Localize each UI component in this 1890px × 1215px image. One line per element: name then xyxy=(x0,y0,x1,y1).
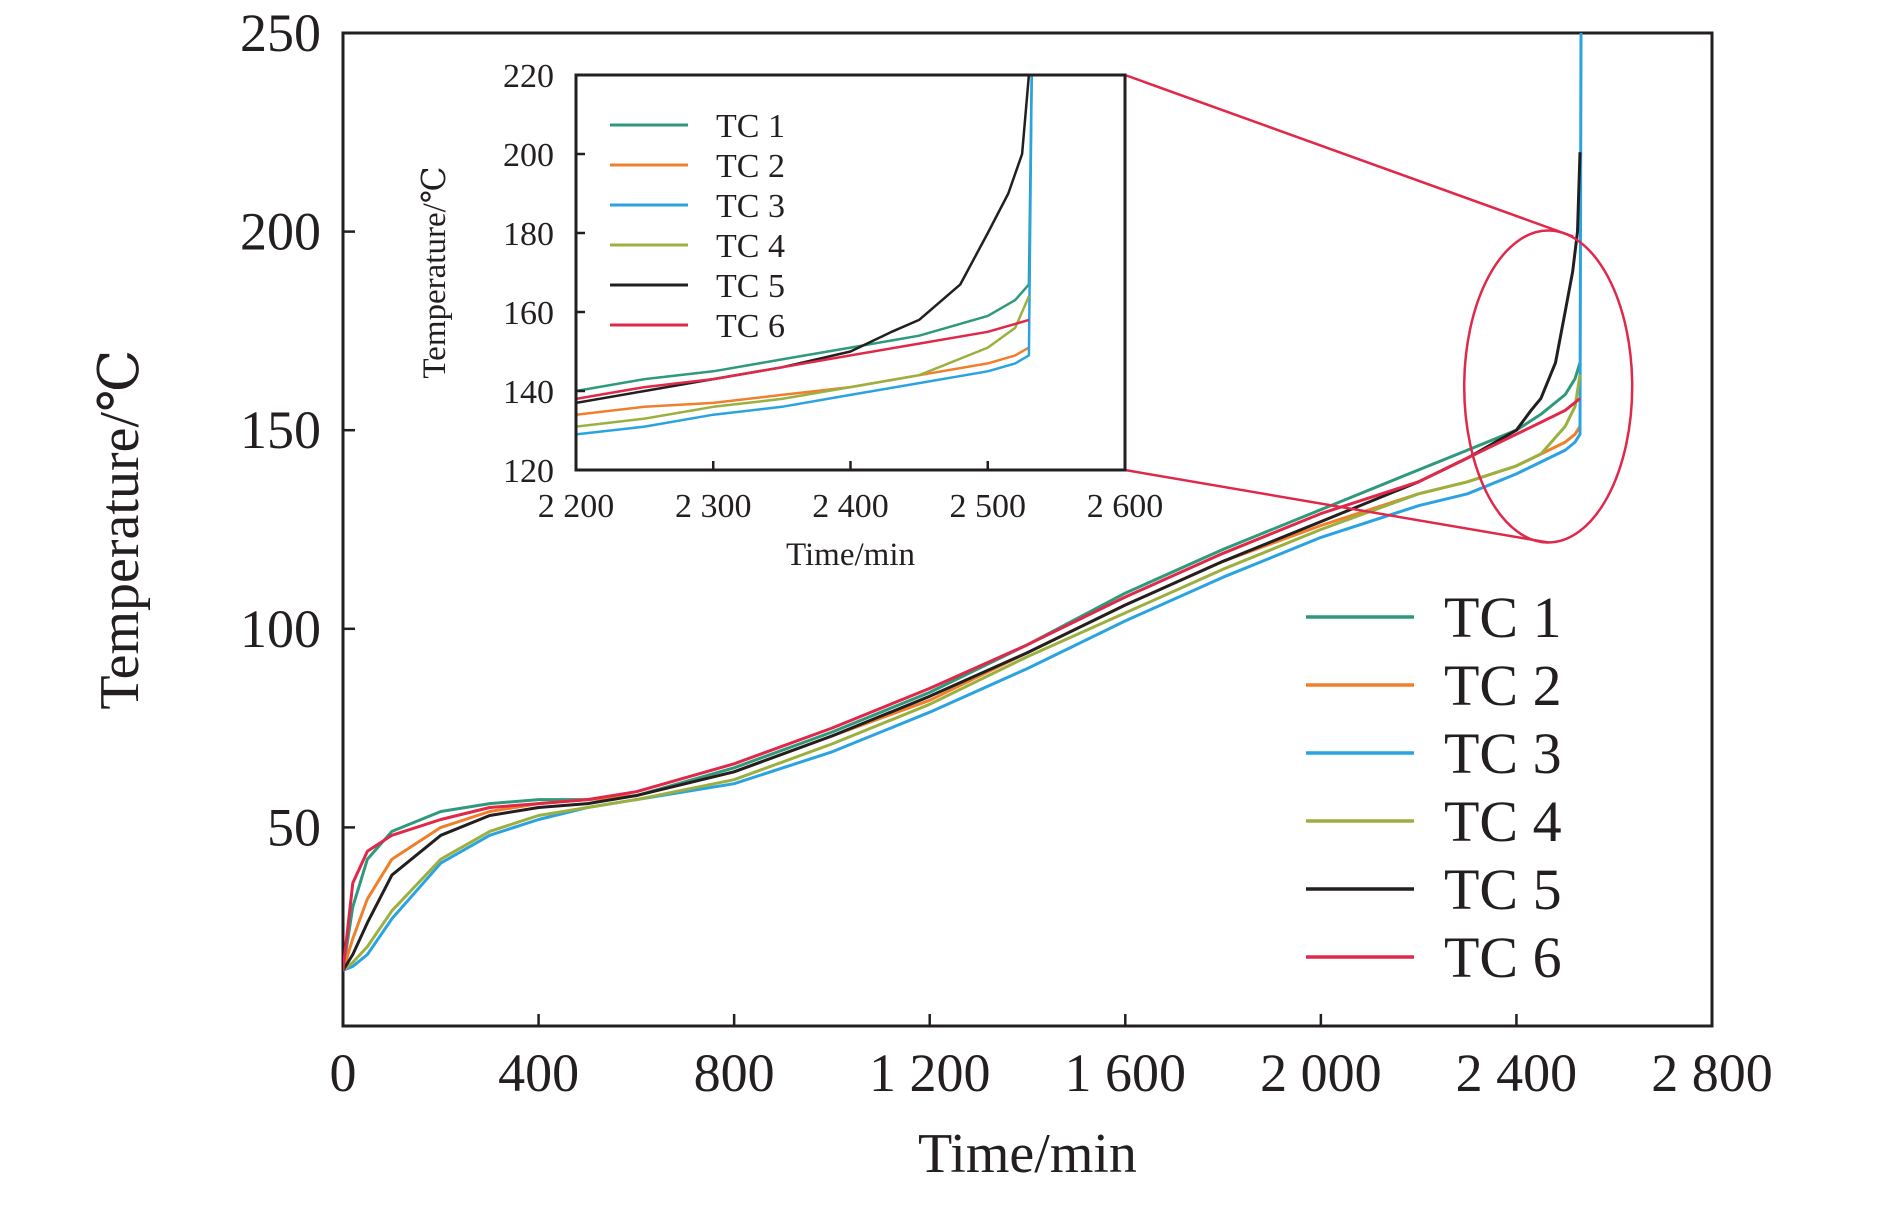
main-legend-label-tc-2: TC 2 xyxy=(1444,653,1562,718)
inset-x-tick-label: 2 200 xyxy=(538,488,615,525)
inset-y-tick-label: 180 xyxy=(503,216,554,253)
inset-series-lines xyxy=(576,75,1033,436)
main-x-tick-label: 2 000 xyxy=(1260,1043,1382,1103)
main-x-axis: 0 400 800 1 200 1 600 2 000 2 400 2 800 xyxy=(330,1014,1773,1103)
main-y-tick-label: 150 xyxy=(240,400,321,460)
main-y-axis: 50 100 150 200 250 xyxy=(240,3,355,857)
inset-legend-label-tc-2: TC 2 xyxy=(716,148,785,185)
main-legend-label-tc-1: TC 1 xyxy=(1444,585,1562,650)
inset-legend: TC 1TC 2TC 3TC 4TC 5TC 6 xyxy=(610,108,785,345)
inset-series-tc-3 xyxy=(576,75,1033,436)
inset-y-axis-label: Temperature/℃ xyxy=(417,166,453,378)
inset-series-tc-6 xyxy=(576,318,1030,401)
inset-x-tick-label: 2 300 xyxy=(675,488,752,525)
main-x-tick-label: 1 600 xyxy=(1065,1043,1187,1103)
main-series-tc-1 xyxy=(343,362,1582,971)
main-series-tc-5 xyxy=(343,152,1582,972)
inset-legend-label-tc-5: TC 5 xyxy=(716,268,785,305)
main-plot-frame xyxy=(341,31,1714,1028)
main-y-tick-label: 200 xyxy=(240,202,321,262)
inset-series-tc-4 xyxy=(576,295,1031,428)
main-series-lines xyxy=(343,33,1583,972)
inset-y-tick-label: 140 xyxy=(503,374,554,411)
main-x-axis-label: Time/min xyxy=(918,1123,1137,1185)
inset-plot: 2 200 2 300 2 400 2 500 2 600 120 140 160 180 20… xyxy=(417,58,1163,573)
inset-y-tick-label: 160 xyxy=(503,295,554,332)
main-y-axis-label: Temperature/℃ xyxy=(89,349,151,709)
inset-x-axis: 2 200 2 300 2 400 2 500 2 600 xyxy=(538,461,1164,525)
main-series-tc-4 xyxy=(343,374,1582,972)
main-y-tick-label: 50 xyxy=(267,797,321,857)
main-x-tick-label: 1 200 xyxy=(869,1043,991,1103)
main-legend-label-tc-3: TC 3 xyxy=(1444,721,1562,786)
inset-x-tick-label: 2 500 xyxy=(950,488,1027,525)
main-x-tick-label: 0 xyxy=(330,1043,357,1103)
main-legend-label-tc-6: TC 6 xyxy=(1444,925,1562,990)
inset-legend-label-tc-4: TC 4 xyxy=(716,228,785,265)
inset-legend-label-tc-3: TC 3 xyxy=(716,188,785,225)
inset-y-axis: 120 140 160 180 200 220 xyxy=(503,58,585,490)
main-legend: TC 1TC 2TC 3TC 4TC 5TC 6 xyxy=(1306,585,1562,990)
zoom-callout xyxy=(1124,73,1634,544)
inset-x-tick-label: 2 600 xyxy=(1087,488,1164,525)
inset-y-tick-label: 120 xyxy=(503,453,554,490)
inset-y-tick-label: 200 xyxy=(503,137,554,174)
main-x-tick-label: 800 xyxy=(694,1043,775,1103)
zoom-connector-top xyxy=(1124,73,1574,238)
zoom-connector-bottom xyxy=(1124,468,1549,544)
main-x-tick-label: 2 800 xyxy=(1651,1043,1773,1103)
inset-legend-label-tc-6: TC 6 xyxy=(716,308,785,345)
inset-background xyxy=(576,75,1125,470)
main-plot: 0 400 800 1 200 1 600 2 000 2 400 2 800 50 100 15… xyxy=(89,3,1773,1185)
main-legend-label-tc-4: TC 4 xyxy=(1444,789,1562,854)
inset-legend-label-tc-1: TC 1 xyxy=(716,108,785,145)
main-x-tick-label: 2 400 xyxy=(1456,1043,1578,1103)
main-y-tick-label: 100 xyxy=(240,599,321,659)
inset-y-tick-label: 220 xyxy=(503,58,554,95)
inset-series-tc-1 xyxy=(576,75,1033,393)
inset-x-axis-label: Time/min xyxy=(786,537,915,573)
inset-x-tick-label: 2 400 xyxy=(812,488,889,525)
main-legend-label-tc-5: TC 5 xyxy=(1444,857,1562,922)
main-y-tick-label: 250 xyxy=(240,3,321,63)
zoom-ellipse xyxy=(1462,229,1634,544)
main-series-tc-6 xyxy=(343,397,1581,971)
main-series-tc-3 xyxy=(343,33,1583,972)
main-x-tick-label: 400 xyxy=(498,1043,579,1103)
